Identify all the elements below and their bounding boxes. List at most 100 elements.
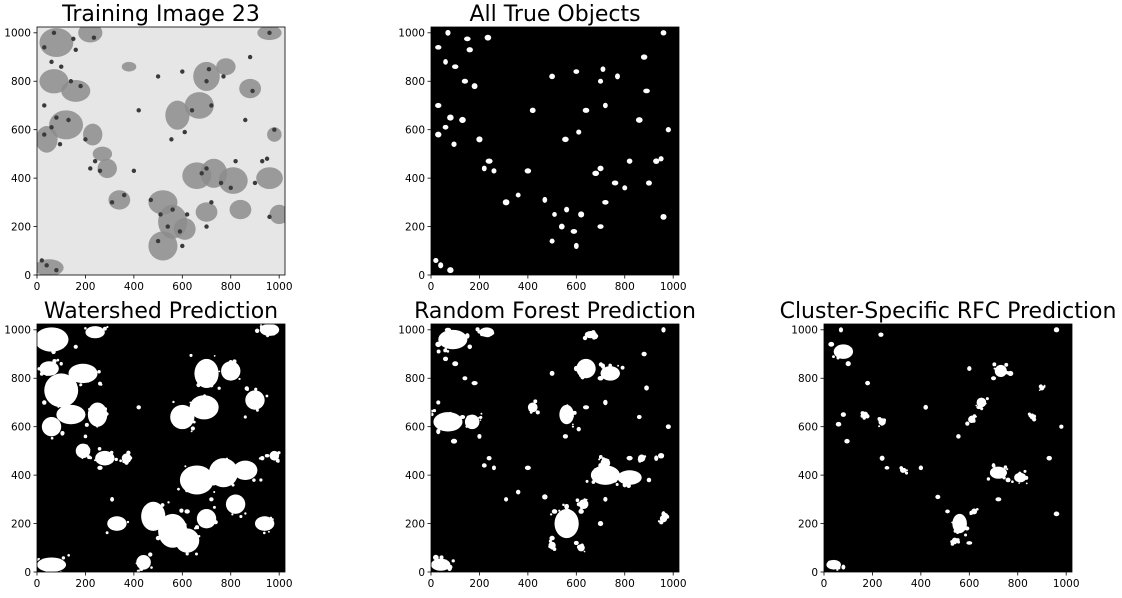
mask-object xyxy=(549,370,555,376)
mask-object xyxy=(436,428,441,435)
mask-speck xyxy=(984,402,987,405)
mask-object xyxy=(484,34,492,41)
mask-speck xyxy=(257,396,259,398)
mask-object xyxy=(626,158,633,164)
mask-speck xyxy=(168,534,172,538)
mask-blob xyxy=(1014,472,1027,483)
mask-speck xyxy=(234,499,238,504)
cell xyxy=(61,80,91,102)
mask-object xyxy=(559,520,565,527)
axes-frame xyxy=(430,323,680,573)
mask-speck xyxy=(47,369,51,373)
mask-speck xyxy=(832,355,835,359)
mask-object xyxy=(592,170,600,176)
mask-object xyxy=(450,438,458,444)
mask-speck xyxy=(190,426,195,431)
mask-speck xyxy=(185,489,189,493)
mask-object xyxy=(486,455,492,461)
x-tick-label: 0 xyxy=(428,281,435,293)
mask-object xyxy=(598,463,603,468)
mask-object xyxy=(1007,370,1014,376)
mask-speck xyxy=(475,327,480,332)
mask-speck xyxy=(79,384,82,387)
mask-object xyxy=(573,365,579,372)
mask-blob xyxy=(75,443,91,459)
mask-blob xyxy=(68,363,98,384)
nucleus xyxy=(49,59,54,65)
cell xyxy=(195,202,218,222)
mask-speck xyxy=(271,452,274,455)
nucleus xyxy=(83,137,88,142)
nucleus xyxy=(44,263,49,268)
mask-speck xyxy=(828,563,832,568)
mask-object xyxy=(110,497,115,502)
mask-blob xyxy=(225,494,246,514)
mask-speck xyxy=(123,456,128,461)
mask-object xyxy=(626,455,633,461)
mask-speck xyxy=(479,415,483,420)
mask-object xyxy=(879,455,885,461)
mask-speck xyxy=(583,550,586,553)
mask-object xyxy=(1053,327,1060,333)
x-tick-label: 0 xyxy=(34,281,41,293)
mask-object xyxy=(966,541,973,545)
mask-speck xyxy=(850,347,853,350)
mask-speck xyxy=(626,483,631,489)
mask-speck xyxy=(62,415,65,418)
mask-speck xyxy=(1011,480,1014,484)
nucleus xyxy=(177,229,183,234)
mask-speck xyxy=(213,520,218,525)
mask-object xyxy=(264,454,270,458)
mask-speck xyxy=(204,409,208,413)
mask-speck xyxy=(155,502,157,505)
mask-object xyxy=(622,185,628,191)
nucleus xyxy=(88,166,93,171)
mask-speck xyxy=(1003,465,1008,469)
nucleus xyxy=(42,103,47,108)
mask-speck xyxy=(259,325,263,329)
mask-speck xyxy=(554,548,557,551)
mask-blob xyxy=(56,404,86,425)
mask-speck xyxy=(103,456,107,459)
nucleus xyxy=(204,79,209,84)
mask-speck xyxy=(98,381,102,386)
mask-object xyxy=(471,83,478,90)
nucleus xyxy=(155,74,161,79)
mask-speck xyxy=(905,469,908,472)
cell xyxy=(218,167,248,194)
mask-speck xyxy=(638,455,641,459)
mask-speck xyxy=(603,458,608,463)
mask-speck xyxy=(571,415,574,418)
mask-speck xyxy=(588,364,592,368)
mask-object xyxy=(44,560,50,565)
mask-object xyxy=(452,64,459,70)
mask-object xyxy=(155,535,161,541)
mask-speck xyxy=(1040,388,1043,391)
y-tick-label: 0 xyxy=(418,567,425,579)
subplot-title: Random Forest Prediction xyxy=(414,299,696,324)
x-tick-label: 1000 xyxy=(660,281,687,293)
mask-object xyxy=(845,361,851,367)
mask-object xyxy=(465,333,470,339)
subplot-2: All True Objects 0 200 400 600 800 1000 0 200 400… xyxy=(398,2,686,293)
mask-speck xyxy=(227,481,231,486)
mask-speck xyxy=(114,457,118,462)
nucleus xyxy=(250,88,255,94)
subplot-1: Training Image 23 0 200 400 600 800 1000 0 200 40… xyxy=(4,2,292,293)
mask-speck xyxy=(665,514,670,519)
mask-speck xyxy=(598,458,601,461)
mask-speck xyxy=(953,529,958,533)
mask-object xyxy=(660,30,667,36)
y-tick-label: 600 xyxy=(798,421,818,433)
mask-speck xyxy=(439,555,444,560)
mask-speck xyxy=(1004,362,1009,367)
mask-speck xyxy=(148,552,153,557)
mask-object xyxy=(438,262,444,269)
x-tick-label: 0 xyxy=(34,578,41,590)
mask-speck xyxy=(481,330,486,336)
mask-speck xyxy=(189,401,192,404)
x-tick-label: 800 xyxy=(615,281,635,293)
mask-object xyxy=(564,206,570,213)
image-content xyxy=(431,324,679,572)
x-tick-label: 600 xyxy=(172,578,192,590)
